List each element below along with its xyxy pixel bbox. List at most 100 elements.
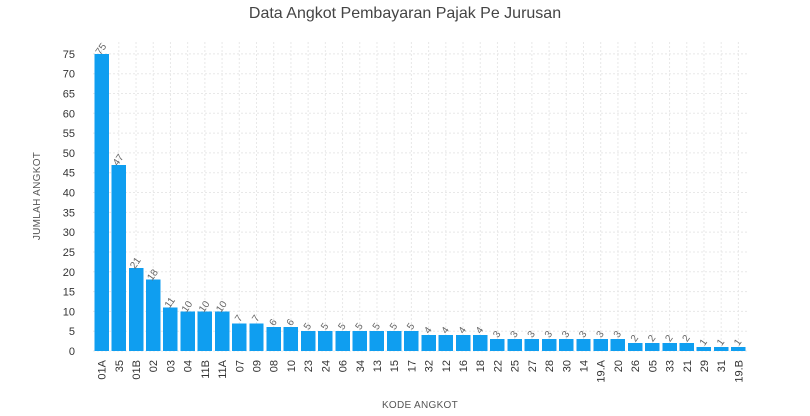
data-label: 2: [663, 333, 675, 344]
x-tick-label: 01B: [131, 360, 143, 380]
y-tick-label: 50: [63, 148, 75, 160]
data-label: 3: [595, 329, 607, 340]
data-label: 7: [250, 313, 262, 324]
bar-21: [679, 343, 694, 351]
x-tick-label: 11B: [200, 360, 212, 379]
data-label: 5: [371, 321, 383, 332]
chart-title: Data Angkot Pembayaran Pajak Pe Jurusan: [249, 5, 561, 22]
data-label: 7: [233, 313, 245, 324]
bar-02: [146, 279, 161, 351]
x-tick-label: 34: [355, 360, 367, 372]
bar-32: [421, 335, 436, 351]
y-tick-label: 20: [63, 267, 75, 279]
bar-08: [266, 327, 281, 351]
x-axis-title: KODE ANGKOT: [382, 400, 458, 411]
x-tick-label: 27: [527, 360, 539, 372]
bar-19.B: [731, 347, 746, 351]
y-tick-label: 25: [63, 247, 75, 259]
bar-09: [249, 323, 264, 351]
x-tick-label: 16: [458, 360, 470, 372]
data-label: 4: [474, 325, 486, 336]
bar-26: [627, 343, 643, 351]
bar-14: [576, 339, 591, 351]
data-label: 3: [612, 329, 624, 340]
bar-15: [386, 331, 402, 351]
data-label: 2: [681, 333, 693, 344]
data-label: 5: [354, 321, 366, 332]
data-label: 1: [698, 337, 710, 348]
y-tick-label: 35: [63, 207, 75, 219]
data-label: 3: [509, 329, 521, 340]
bar-20: [610, 339, 626, 351]
x-tick-label: 15: [389, 360, 401, 372]
x-tick-label: 24: [320, 360, 332, 372]
x-tick-label: 07: [234, 360, 246, 372]
data-label: 2: [629, 333, 641, 344]
bar-05: [645, 343, 660, 351]
data-label: 5: [405, 321, 417, 332]
x-tick-label: 33: [665, 360, 677, 372]
x-tick-label: 21: [682, 360, 694, 372]
bar-19.A: [593, 339, 608, 351]
x-tick-label: 03: [165, 360, 177, 372]
data-label: 4: [440, 325, 452, 336]
bar-18: [473, 335, 488, 351]
y-tick-label: 75: [63, 49, 75, 61]
x-tick-label: 02: [148, 360, 160, 372]
x-tick-label: 19.A: [596, 359, 608, 382]
data-label: 6: [285, 317, 297, 328]
bar-29: [696, 347, 712, 351]
bar-27: [524, 339, 540, 351]
y-tick-label: 55: [63, 128, 75, 140]
x-tick-label: 11A: [217, 359, 229, 378]
data-label: 4: [422, 325, 434, 336]
bar-25: [507, 339, 522, 351]
bar-07: [232, 323, 247, 351]
data-label: 3: [491, 329, 503, 340]
x-tick-label: 22: [492, 360, 504, 372]
data-label: 5: [388, 321, 400, 332]
y-tick-label: 70: [63, 69, 75, 81]
x-tick-label: 10: [286, 360, 298, 372]
bar-34: [352, 331, 367, 351]
bar-24: [318, 331, 333, 351]
bar-10: [283, 327, 299, 351]
y-tick-label: 40: [63, 188, 75, 200]
bar-35: [111, 164, 127, 351]
x-tick-label: 14: [579, 360, 591, 372]
y-tick-label: 45: [63, 168, 75, 180]
bar-31: [713, 347, 729, 351]
bar-01A: [94, 53, 109, 352]
x-axis-ticks: 01A 35 01B 02 03 04 11B 11A 07 09 08 10 23 24 06 34 13 15…: [97, 359, 746, 382]
x-tick-label: 29: [699, 360, 711, 372]
bar-12: [438, 335, 454, 351]
x-tick-label: 09: [252, 360, 264, 372]
x-tick-label: 05: [647, 360, 659, 372]
x-tick-label: 26: [630, 360, 642, 372]
x-tick-label: 08: [269, 360, 281, 372]
bar-11B: [197, 311, 213, 351]
data-label: 2: [646, 333, 658, 344]
data-label: 3: [577, 329, 589, 340]
y-tick-label: 0: [69, 346, 75, 358]
data-label: 3: [543, 329, 555, 340]
y-tick-label: 10: [63, 306, 75, 318]
bar-04: [180, 311, 195, 351]
bar-03: [163, 307, 178, 351]
bar-16: [455, 335, 471, 351]
y-axis-ticks: 0 5 10 15 20 25 30 35 40 45 50 55 60 65 70 75: [63, 49, 75, 358]
data-label: 3: [560, 329, 572, 340]
y-tick-label: 15: [63, 287, 75, 299]
y-tick-label: 65: [63, 89, 75, 101]
x-tick-label: 32: [424, 360, 436, 372]
x-tick-label: 25: [510, 360, 522, 372]
bar-01B: [128, 267, 144, 351]
data-label: 3: [526, 329, 538, 340]
bar-23: [300, 331, 316, 351]
data-label: 5: [319, 321, 331, 332]
x-tick-label: 06: [338, 360, 350, 372]
y-tick-label: 60: [63, 108, 75, 120]
data-label: 5: [302, 321, 314, 332]
